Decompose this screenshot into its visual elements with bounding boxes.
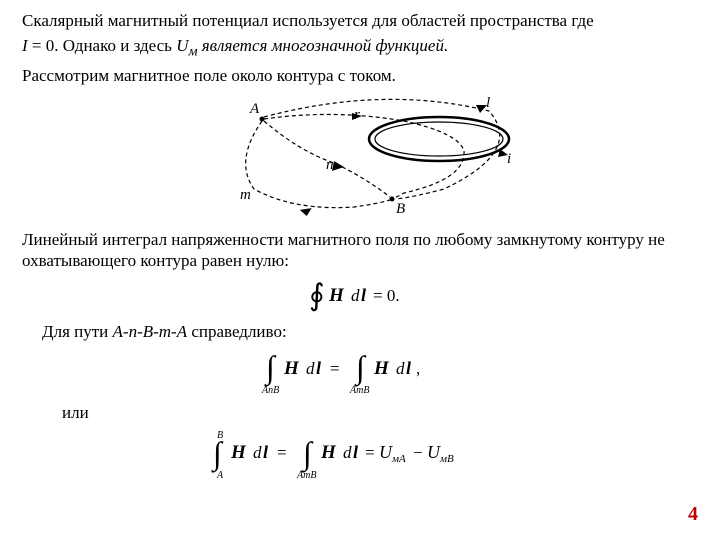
svg-text:B: B bbox=[396, 201, 405, 217]
paragraph-1-line-3: Рассмотрим магнитное поле около контура … bbox=[22, 65, 706, 86]
svg-text:= 0.: = 0. bbox=[373, 286, 400, 305]
svg-text:d: d bbox=[351, 286, 360, 305]
svg-text:∫: ∫ bbox=[264, 349, 277, 387]
contour-svg: A B m n r l i bbox=[204, 91, 524, 221]
svg-text:=: = bbox=[365, 443, 375, 462]
svg-text:m: m bbox=[240, 187, 251, 203]
svg-text:l: l bbox=[316, 358, 321, 378]
svg-text:H: H bbox=[283, 358, 300, 379]
svg-text:∫: ∫ bbox=[354, 349, 367, 387]
paragraph-4: или bbox=[62, 402, 706, 423]
svg-text:l: l bbox=[486, 95, 490, 111]
path-text: A-n-B-m-A bbox=[113, 322, 188, 341]
svg-text:d: d bbox=[306, 359, 315, 378]
svg-text:A: A bbox=[216, 470, 224, 481]
svg-text:l: l bbox=[406, 358, 411, 378]
svg-text:H: H bbox=[328, 285, 345, 306]
page-number: 4 bbox=[688, 503, 698, 526]
svg-text:,: , bbox=[416, 359, 420, 378]
equation-1: ∮ H d l = 0. bbox=[22, 275, 706, 315]
svg-text:AmB: AmB bbox=[349, 385, 369, 396]
svg-text:=: = bbox=[330, 359, 340, 378]
svg-text:d: d bbox=[253, 443, 262, 462]
svg-text:AnB: AnB bbox=[261, 385, 279, 396]
paragraph-1-line-1: Скалярный магнитный потенциал использует… bbox=[22, 10, 706, 31]
svg-text:мA: мA bbox=[391, 453, 406, 465]
svg-text:A: A bbox=[249, 101, 260, 117]
svg-text:i: i bbox=[507, 151, 511, 167]
equation-3: B ∫ A H d l = ∫ AmB H d l = U мA − U мB bbox=[22, 428, 706, 482]
svg-text:d: d bbox=[396, 359, 405, 378]
page: Скалярный магнитный потенциал использует… bbox=[0, 0, 720, 540]
svg-text:=: = bbox=[277, 443, 287, 462]
figure-contour-diagram: A B m n r l i bbox=[22, 91, 706, 221]
svg-text:мB: мB bbox=[439, 453, 454, 465]
paragraph-2: Линейный интеграл напряженности магнитно… bbox=[22, 229, 706, 272]
var-U: U bbox=[176, 36, 188, 55]
svg-text:l: l bbox=[353, 442, 358, 462]
svg-text:∫: ∫ bbox=[301, 435, 314, 473]
svg-text:AmB: AmB bbox=[296, 470, 316, 481]
svg-text:H: H bbox=[373, 358, 390, 379]
svg-text:H: H bbox=[230, 442, 247, 463]
svg-text:l: l bbox=[361, 285, 366, 305]
equation-2: ∫ AnB H d l = ∫ AmB H d l , bbox=[22, 346, 706, 396]
svg-text:H: H bbox=[320, 442, 337, 463]
svg-text:l: l bbox=[263, 442, 268, 462]
svg-text:U: U bbox=[379, 442, 393, 462]
paragraph-1-line-2: I = 0. Однако и здесь Uм является многоз… bbox=[22, 35, 706, 61]
svg-text:U: U bbox=[427, 442, 441, 462]
paragraph-3: Для пути A-n-B-m-A справедливо: bbox=[42, 321, 706, 342]
svg-text:−: − bbox=[413, 443, 423, 462]
svg-text:∮: ∮ bbox=[309, 279, 325, 312]
svg-text:d: d bbox=[343, 443, 352, 462]
var-U-sub: м bbox=[188, 44, 197, 60]
